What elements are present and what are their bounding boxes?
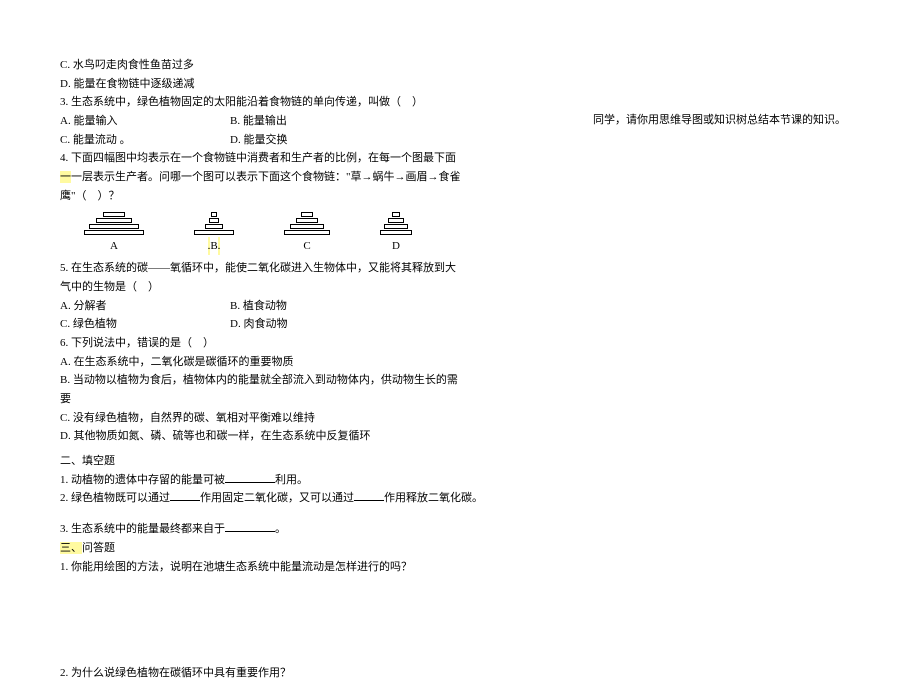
pyramid-bar [103,212,125,217]
q6-opt-a: A. 在生态系统中，二氧化碳是碳循环的重要物质 [60,353,530,372]
q3-stem: 3. 生态系统中，绿色植物固定的太阳能沿着食物链的单向传递，叫做（ ） [60,93,530,112]
label-d: D [380,237,412,256]
worksheet-body: C. 水鸟叼走肉食性鱼苗过多 D. 能量在食物链中逐级递减 3. 生态系统中，绿… [60,56,530,683]
pyramid-bar [205,224,223,229]
option-d: D. 能量在食物链中逐级递减 [60,75,530,94]
ans-q1: 1. 你能用绘图的方法，说明在池塘生态系统中能量流动是怎样进行的吗？ [60,558,530,577]
pyramid-bar [380,230,412,235]
pyramid-bar [89,224,139,229]
q6-stem: 6. 下列说法中，错误的是（ ） [60,334,530,353]
pyramid-d [380,212,412,235]
q4-line1: 4. 下面四幅图中均表示在一个食物链中消费者和生产者的比例，在每一个图最下面 [60,149,530,168]
section-2-title: 二、填空题 [60,452,530,471]
label-a: A [84,237,144,256]
q3-opt-d: D. 能量交换 [230,134,287,146]
fill-3: 3. 生态系统中的能量最终都来自于。 [60,520,530,539]
pyramid-bar [388,218,404,223]
q4-line3: 鹰"（ ）？ [60,187,530,206]
pyramid-bar [384,224,408,229]
q3-row2: C. 能量流动 。D. 能量交换 [60,131,530,150]
fill-2: 2. 绿色植物既可以通过作用固定二氧化碳，又可以通过作用释放二氧化碳。 [60,489,530,508]
pyramid-bar [84,230,144,235]
q3-row1: A. 能量输入B. 能量输出 [60,112,530,131]
q6-opt-b: B. 当动物以植物为食后，植物体内的能量就全部流入到动物体内，供动物生长的需 [60,371,530,390]
q5-line2: 气中的生物是（ ） [60,278,530,297]
blank-1[interactable] [225,471,275,483]
q4-line2: 一一层表示生产者。问哪一个图可以表示下面这个食物链："草→蜗牛→画眉→食雀 [60,168,530,187]
gap [60,508,530,520]
section-3-title: 三、三、问答题问答题 [60,539,530,558]
q5-opt-d: D. 肉食动物 [230,318,287,330]
q6-opt-c: C. 没有绿色植物，自然界的碳、氧相对平衡难以维持 [60,409,530,428]
figure-labels: A .B. C D [84,237,530,256]
q5-opt-c: C. 绿色植物 [60,315,230,334]
pyramid-bar [209,218,219,223]
blank-2a[interactable] [170,489,200,501]
pyramid-a [84,212,144,235]
q5-row1: A. 分解者B. 植食动物 [60,297,530,316]
q3-opt-b: B. 能量输出 [230,115,287,127]
pyramid-bar [194,230,234,235]
q6-opt-b2: 要 [60,390,530,409]
fill-1: 1. 动植物的遗体中存留的能量可被利用。 [60,471,530,490]
pyramid-figures [84,212,530,235]
ans-q2: 2. 为什么说绿色植物在碳循环中具有重要作用？ [60,664,530,683]
pyramid-b [194,212,234,235]
pyramid-bar [211,212,217,217]
pyramid-bar [96,218,132,223]
blank-3[interactable] [225,520,275,532]
option-c: C. 水鸟叼走肉食性鱼苗过多 [60,56,530,75]
label-b: .B. [194,237,234,256]
q3-opt-a: A. 能量输入 [60,112,230,131]
pyramid-c [284,212,330,235]
q5-opt-b: B. 植食动物 [230,300,287,312]
pyramid-bar [290,224,324,229]
q4-yellow-dot: 一 [60,171,71,183]
summary-prompt: 同学，请你用思维导图或知识树总结本节课的知识。 [593,111,893,130]
q3-opt-c: C. 能量流动 。 [60,131,230,150]
blank-2b[interactable] [354,489,384,501]
q5-line1: 5. 在生态系统的碳——氧循环中，能使二氧化碳进入生物体中，又能将其释放到大 [60,259,530,278]
pyramid-bar [296,218,318,223]
q5-opt-a: A. 分解者 [60,297,230,316]
pyramid-bar [301,212,313,217]
answer-space-1 [60,576,530,664]
pyramid-bar [284,230,330,235]
sec3-hl: 三、 [60,542,82,554]
q6-opt-d: D. 其他物质如氮、磷、硫等也和碳一样，在生态系统中反复循环 [60,427,530,446]
q4-line2-text: 一层表示生产者。问哪一个图可以表示下面这个食物链："草→蜗牛→画眉→食雀 [71,171,461,183]
q5-row2: C. 绿色植物D. 肉食动物 [60,315,530,334]
label-c: C [284,237,330,256]
pyramid-bar [392,212,400,217]
